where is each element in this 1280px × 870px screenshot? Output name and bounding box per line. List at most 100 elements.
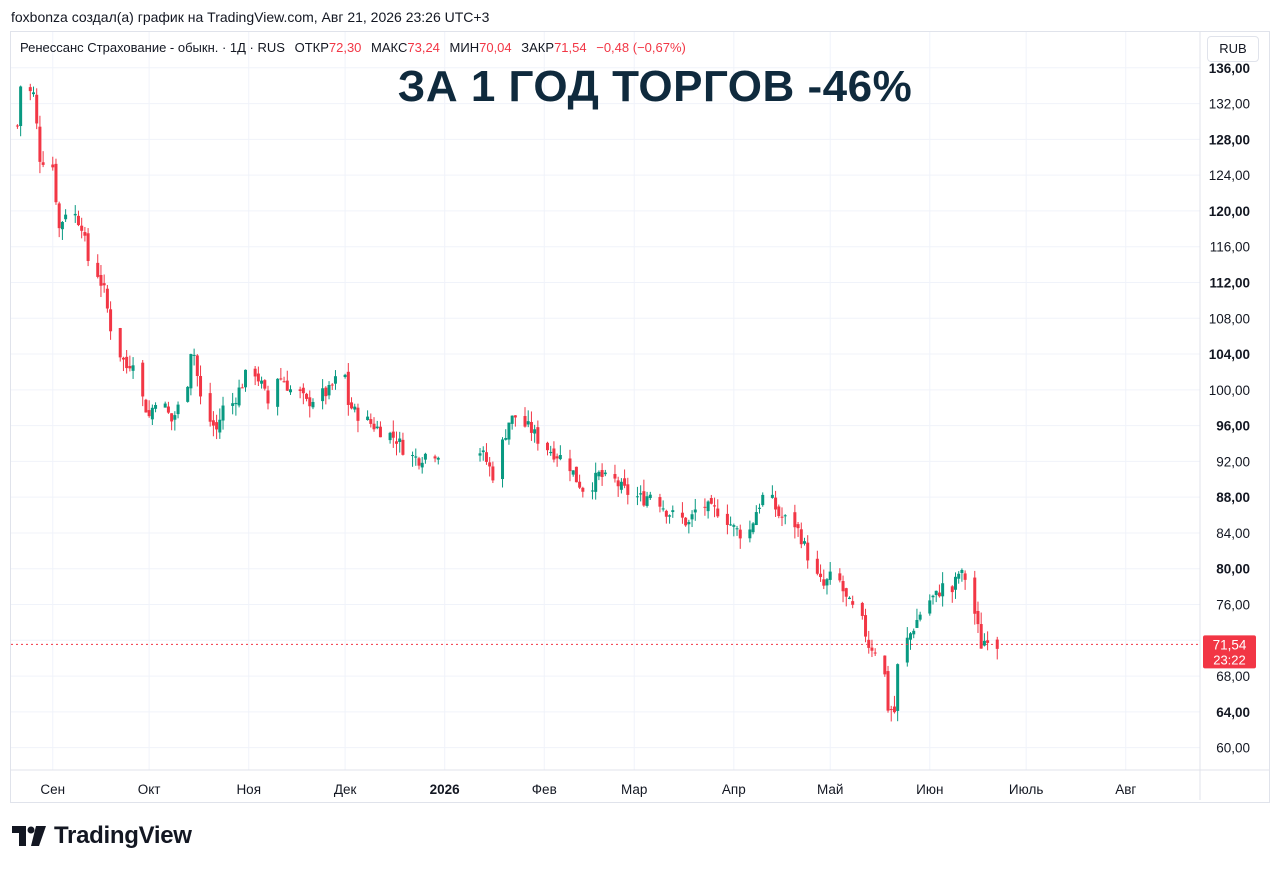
tradingview-logo[interactable]: TradingView [12,822,192,850]
candle-up [828,562,832,585]
candle-body [346,371,350,405]
candle-up [960,568,964,582]
candle-body [597,471,601,477]
candle-down [777,504,781,519]
candle-body [305,393,309,399]
candle-body [729,524,733,526]
candle-body [308,397,312,407]
candle-up [327,381,331,400]
time-tick-label: Окт [138,782,161,797]
candle-body [244,369,248,388]
candle-body [770,494,774,498]
candle-down [96,254,100,279]
candle-down [350,397,354,410]
candle-body [375,426,379,429]
candle-body [867,639,871,648]
candle-body [507,422,511,440]
candle-body [802,541,806,544]
candle-body [263,380,267,389]
candle-down [51,156,55,171]
candle-body [221,405,225,421]
time-tick-label: Апр [722,782,746,797]
candle-up [603,469,607,477]
candle-body [128,365,132,369]
attribution-text: foxbonza создал(а) график на TradingView… [11,9,490,25]
candle-up [982,633,986,647]
candle-body [260,380,264,384]
candle-body [774,497,778,510]
candle-up [687,519,691,534]
candle-body [86,233,90,261]
price-tick-label: 60,00 [1216,741,1250,756]
candle-body [680,512,684,518]
candle-up [896,663,900,722]
candle-up [343,373,347,379]
candle-down [616,476,620,497]
candle-down [369,413,373,428]
candle-body [298,389,302,391]
candle-body [282,381,286,383]
candle-up [436,456,440,465]
candle-body [31,92,35,95]
candle-body [121,357,125,360]
candle-down [99,265,103,298]
candle-down [545,441,549,456]
candle-body [780,516,784,518]
candle-down [873,648,877,657]
currency-button[interactable]: RUB [1207,36,1259,62]
candle-body [218,419,222,433]
candle-body [102,283,106,286]
candle-up [504,429,508,441]
time-tick-label: Дек [334,782,357,797]
candle-body [571,470,575,475]
candle-down [395,431,399,456]
candle-up [953,572,957,599]
candle-down [484,443,488,465]
candle-body [648,494,652,499]
candle-body [931,595,935,598]
candle-down [195,354,199,387]
candle-up [758,503,762,514]
candle-down [937,584,941,598]
candle-down [208,382,212,427]
candle-up [186,385,190,403]
candle-up [802,537,806,546]
candle-down [851,595,855,609]
price-tick-label: 104,00 [1209,347,1250,362]
candle-body [751,523,755,533]
candle-body [912,630,916,635]
candle-body [841,581,845,592]
candle-body [414,456,418,458]
candle-up [398,431,402,453]
candle-up [957,571,961,584]
candle-down [121,356,125,372]
candle-up [423,452,427,464]
candle-down [285,370,289,392]
candle-down [838,568,842,583]
candle-body [372,423,376,430]
candle-down [372,417,376,432]
candle-body [732,525,736,527]
candle-down [886,665,890,713]
candle-body [828,571,832,580]
symbol-name[interactable]: Ренессанс Страхование - обыкн. · 1Д · RU… [20,40,285,55]
price-tick-label: 124,00 [1209,168,1250,183]
candle-body [330,384,334,386]
candle-up [905,627,909,667]
candle-down [568,449,572,482]
candle-body [684,517,688,526]
candle-body [799,529,803,545]
candle-body [616,480,620,487]
candle-body [513,415,517,418]
candle-up [847,596,851,600]
price-tick-label: 64,00 [1216,705,1250,720]
candle-body [417,458,421,466]
candle-up [648,491,652,500]
candle-body [953,576,957,590]
candle-body [208,393,212,422]
candle-down [536,420,540,451]
candle-body [64,214,68,220]
candle-body [664,510,668,517]
